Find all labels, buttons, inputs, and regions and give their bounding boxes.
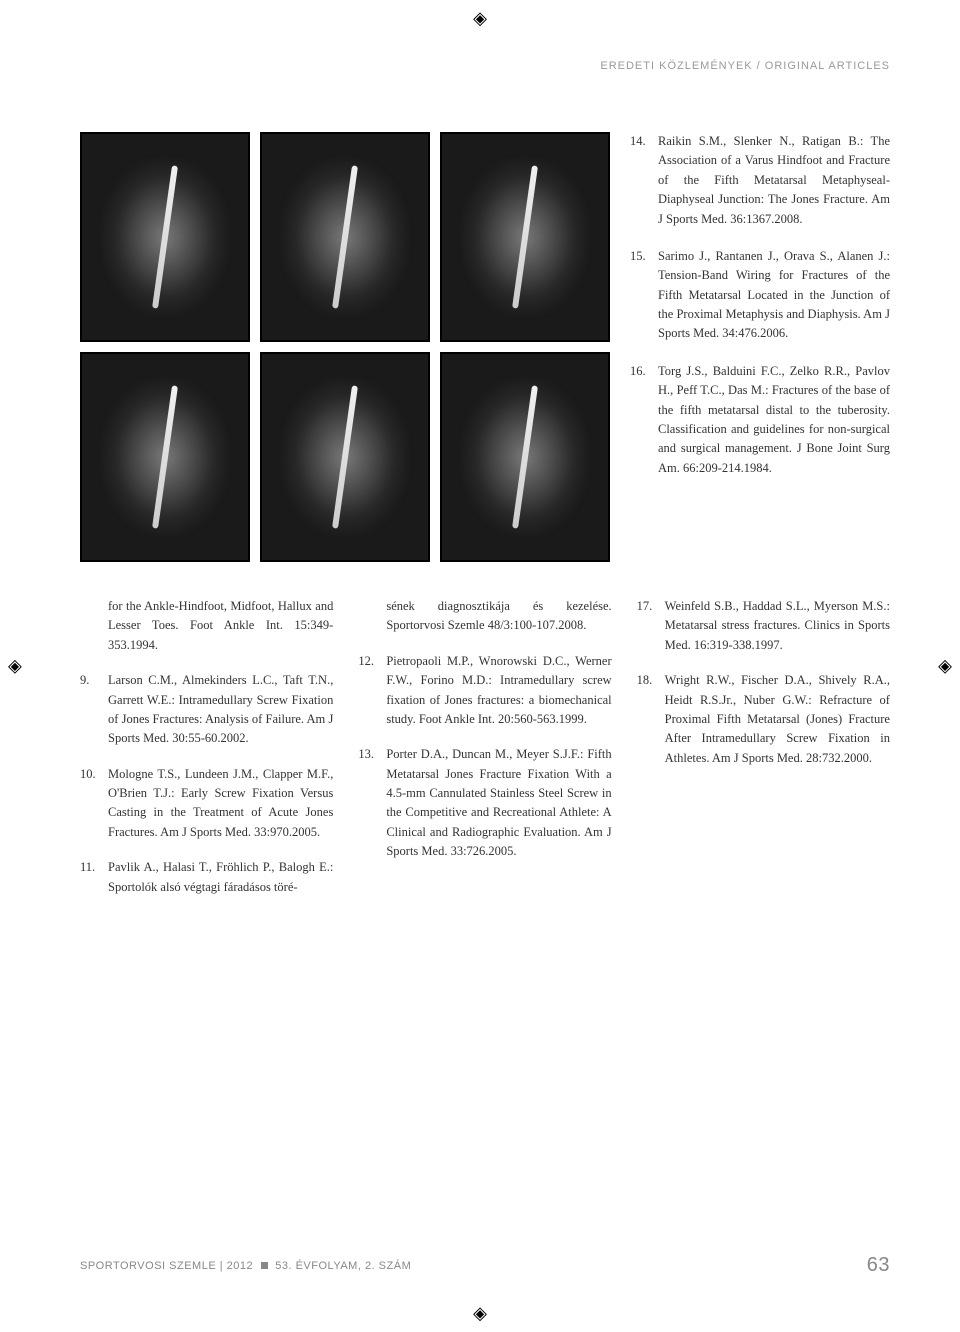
running-header: EREDETI KÖZLEMÉNYEK / ORIGINAL ARTICLES: [80, 60, 890, 72]
reference-number: 11.: [80, 858, 108, 897]
references-col-3: 17. Weinfeld S.B., Haddad S.L., Myerson …: [637, 597, 890, 913]
xray-image-6: [440, 352, 610, 562]
xray-image-1: [80, 132, 250, 342]
page-footer: SPORTORVOSI SZEMLE | 2012 53. ÉVFOLYAM, …: [80, 1254, 890, 1277]
references-col-1: for the Ankle-Hindfoot, Midfoot, Hallux …: [80, 597, 333, 913]
reference-number: 16.: [630, 362, 658, 478]
reference-number: 13.: [358, 745, 386, 861]
footer-citation: SPORTORVOSI SZEMLE | 2012 53. ÉVFOLYAM, …: [80, 1260, 411, 1272]
references-three-columns: for the Ankle-Hindfoot, Midfoot, Hallux …: [80, 597, 890, 913]
page-number: 63: [867, 1254, 890, 1277]
xray-image-4: [80, 352, 250, 562]
xray-image-2: [260, 132, 430, 342]
reference-item: 15. Sarimo J., Rantanen J., Orava S., Al…: [630, 247, 890, 344]
xray-figure-grid: [80, 132, 610, 562]
reference-item: 17. Weinfeld S.B., Haddad S.L., Myerson …: [637, 597, 890, 655]
references-col-2: sének diagnosztikája és kezelése. Sporto…: [358, 597, 611, 913]
reference-number: 12.: [358, 652, 386, 730]
crop-mark-right: ◈: [938, 656, 952, 677]
reference-number: 10.: [80, 765, 108, 843]
reference-continuation: sének diagnosztikája és kezelése. Sporto…: [358, 597, 611, 636]
reference-text: Pavlik A., Halasi T., Fröhlich P., Balog…: [108, 858, 333, 897]
reference-item: 12. Pietropaoli M.P., Wnorowski D.C., We…: [358, 652, 611, 730]
reference-text: Porter D.A., Duncan M., Meyer S.J.F.: Fi…: [386, 745, 611, 861]
reference-number: 17.: [637, 597, 665, 655]
reference-number: 18.: [637, 671, 665, 768]
reference-number: 9.: [80, 671, 108, 749]
reference-item: 18. Wright R.W., Fischer D.A., Shively R…: [637, 671, 890, 768]
footer-separator-icon: [261, 1262, 268, 1269]
reference-item: 14. Raikin S.M., Slenker N., Ratigan B.:…: [630, 132, 890, 229]
reference-text: Sarimo J., Rantanen J., Orava S., Alanen…: [658, 247, 890, 344]
reference-text: Raikin S.M., Slenker N., Ratigan B.: The…: [658, 132, 890, 229]
reference-number: 15.: [630, 247, 658, 344]
reference-item: 10. Mologne T.S., Lundeen J.M., Clapper …: [80, 765, 333, 843]
reference-text: Torg J.S., Balduini F.C., Zelko R.R., Pa…: [658, 362, 890, 478]
crop-mark-bottom: ◈: [473, 1303, 487, 1324]
footer-issue: 53. ÉVFOLYAM, 2. SZÁM: [275, 1260, 411, 1272]
reference-item: 9. Larson C.M., Almekinders L.C., Taft T…: [80, 671, 333, 749]
reference-text: Larson C.M., Almekinders L.C., Taft T.N.…: [108, 671, 333, 749]
references-right-column: 14. Raikin S.M., Slenker N., Ratigan B.:…: [630, 132, 890, 562]
crop-mark-top: ◈: [473, 8, 487, 29]
reference-continuation: for the Ankle-Hindfoot, Midfoot, Hallux …: [80, 597, 333, 655]
reference-item: 13. Porter D.A., Duncan M., Meyer S.J.F.…: [358, 745, 611, 861]
reference-text: Pietropaoli M.P., Wnorowski D.C., Werner…: [386, 652, 611, 730]
reference-text: Mologne T.S., Lundeen J.M., Clapper M.F.…: [108, 765, 333, 843]
reference-text: Wright R.W., Fischer D.A., Shively R.A.,…: [665, 671, 890, 768]
reference-text: Weinfeld S.B., Haddad S.L., Myerson M.S.…: [665, 597, 890, 655]
reference-item: 16. Torg J.S., Balduini F.C., Zelko R.R.…: [630, 362, 890, 478]
reference-number: 14.: [630, 132, 658, 229]
reference-item: 11. Pavlik A., Halasi T., Fröhlich P., B…: [80, 858, 333, 897]
xray-image-5: [260, 352, 430, 562]
crop-mark-left: ◈: [8, 656, 22, 677]
footer-journal: SPORTORVOSI SZEMLE | 2012: [80, 1260, 253, 1272]
xray-image-3: [440, 132, 610, 342]
